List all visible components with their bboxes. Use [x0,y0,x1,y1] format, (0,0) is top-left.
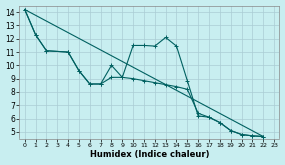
X-axis label: Humidex (Indice chaleur): Humidex (Indice chaleur) [90,150,209,159]
